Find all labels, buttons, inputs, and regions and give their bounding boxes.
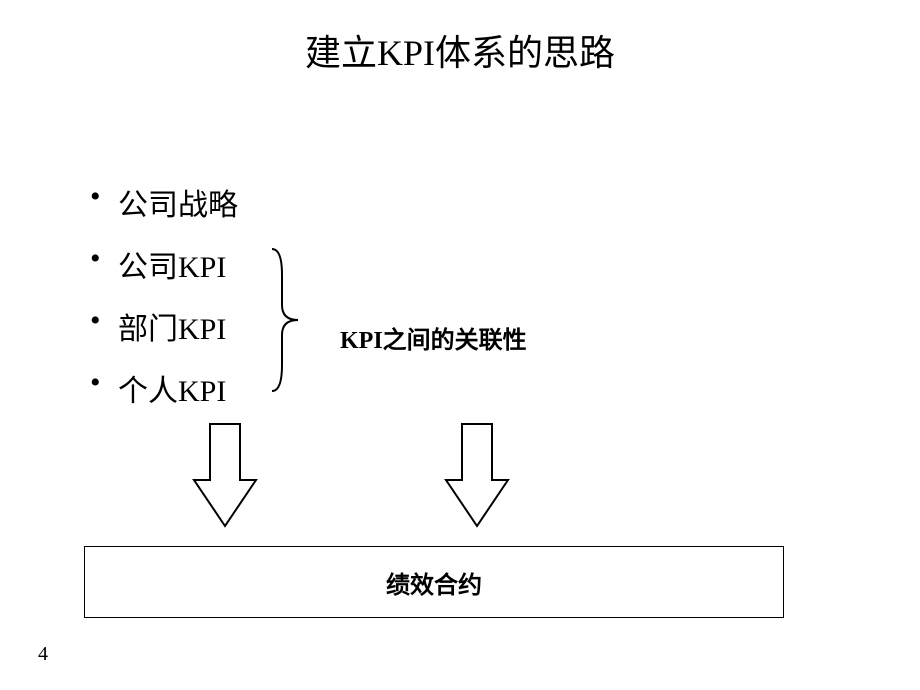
- result-box-label: 绩效合约: [386, 565, 482, 600]
- slide-title: 建立KPI体系的思路: [0, 0, 920, 76]
- bullet-text: 公司战略: [118, 189, 238, 222]
- result-box: 绩效合约: [84, 546, 784, 618]
- relation-label: KPI之间的关联性: [340, 320, 527, 355]
- list-item: 公司战略: [90, 180, 238, 224]
- down-arrow-icon: [442, 420, 512, 530]
- bullet-text: 公司KPI: [118, 251, 226, 284]
- bullet-text: 个人KPI: [118, 375, 226, 408]
- bullet-list: 公司战略 公司KPI 部门KPI 个人KPI: [90, 180, 238, 428]
- down-arrow-icon: [190, 420, 260, 530]
- bullet-text: 部门KPI: [118, 313, 226, 346]
- slide: 建立KPI体系的思路 公司战略 公司KPI 部门KPI 个人KPI KPI之间的…: [0, 0, 920, 690]
- list-item: 个人KPI: [90, 366, 238, 410]
- page-number: 4: [38, 643, 48, 666]
- list-item: 公司KPI: [90, 242, 238, 286]
- brace-icon: [268, 245, 302, 395]
- list-item: 部门KPI: [90, 304, 238, 348]
